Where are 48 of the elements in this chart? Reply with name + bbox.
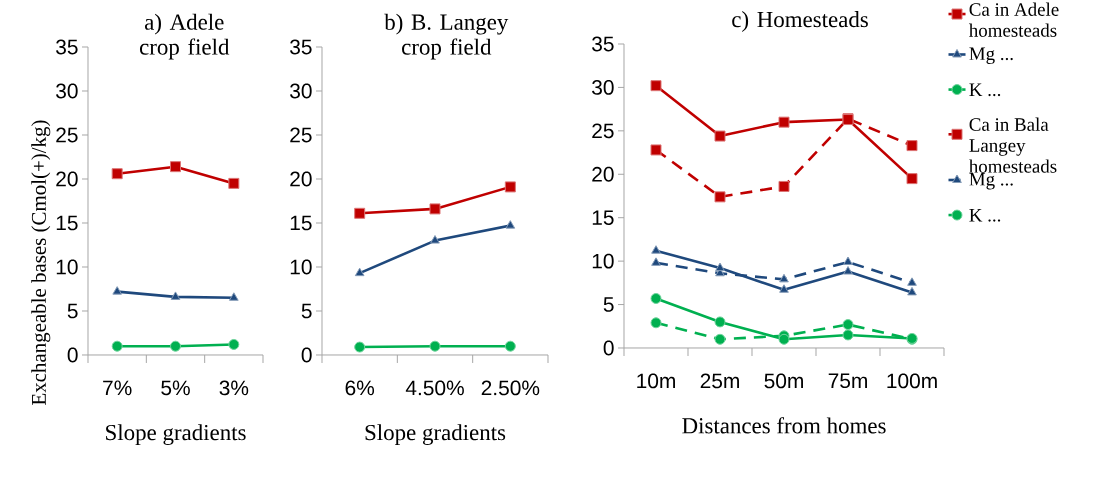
y-tick-label: 0 (603, 340, 614, 356)
y-axis-title: Exchangeable bases (Cmol(+)/kg) (31, 120, 51, 405)
y-tick-label: 30 (56, 83, 78, 99)
y-tick-label: 15 (290, 215, 312, 231)
x-tick-label: 50m (764, 373, 803, 389)
x-tick-label: 4.50% (405, 380, 464, 396)
y-tick-label: 30 (290, 83, 312, 99)
x-tick-label: 5% (161, 380, 190, 396)
legend-label: K ... (969, 83, 1001, 97)
y-tick-label: 25 (56, 127, 78, 143)
chart-title: a) Adele crop field (139, 13, 230, 60)
x-tick-label: 75m (828, 373, 867, 389)
x-tick-label: 3% (219, 380, 249, 396)
legend-label: Mg ... (969, 172, 1013, 190)
y-tick-label: 0 (301, 347, 312, 363)
y-tick-label: 25 (290, 127, 312, 143)
legend-label: K ... (969, 209, 1001, 222)
y-tick-label: 10 (56, 259, 78, 275)
y-tick-label: 5 (603, 297, 614, 312)
x-tick-label: 25m (700, 373, 739, 389)
y-tick-label: 25 (592, 123, 614, 139)
y-tick-label: 20 (56, 171, 78, 187)
x-axis-title: Slope gradients (365, 424, 506, 446)
x-tick-label: 7% (103, 380, 132, 396)
x-axis-title: Distances from homes (682, 417, 886, 434)
x-tick-label: 100m (887, 373, 937, 389)
y-tick-label: 10 (592, 253, 614, 269)
y-tick-label: 35 (592, 36, 614, 52)
y-tick-label: 10 (290, 259, 312, 275)
chart-title: c) Homesteads (732, 11, 868, 32)
x-tick-label: 10m (637, 373, 675, 389)
legend-label: Mg ... (969, 47, 1013, 64)
y-tick-label: 20 (592, 166, 614, 182)
legend-label: Ca in Adele homesteads (968, 2, 1059, 37)
chart-title: b) B. Langey crop field (384, 13, 509, 60)
y-tick-label: 35 (290, 39, 312, 55)
y-tick-label: 5 (301, 303, 312, 319)
y-tick-label: 5 (67, 303, 78, 319)
y-tick-label: 35 (56, 39, 78, 55)
y-tick-label: 20 (290, 171, 312, 187)
y-tick-label: 15 (56, 215, 78, 231)
y-tick-label: 15 (592, 210, 614, 225)
legend-label: Ca in Bala Langey homesteads (968, 117, 1057, 173)
x-axis-title: Slope gradients (106, 424, 246, 446)
y-tick-label: 0 (67, 347, 78, 363)
x-tick-label: 6% (345, 380, 375, 396)
y-tick-label: 30 (592, 80, 614, 95)
x-tick-label: 2.50% (481, 380, 540, 396)
